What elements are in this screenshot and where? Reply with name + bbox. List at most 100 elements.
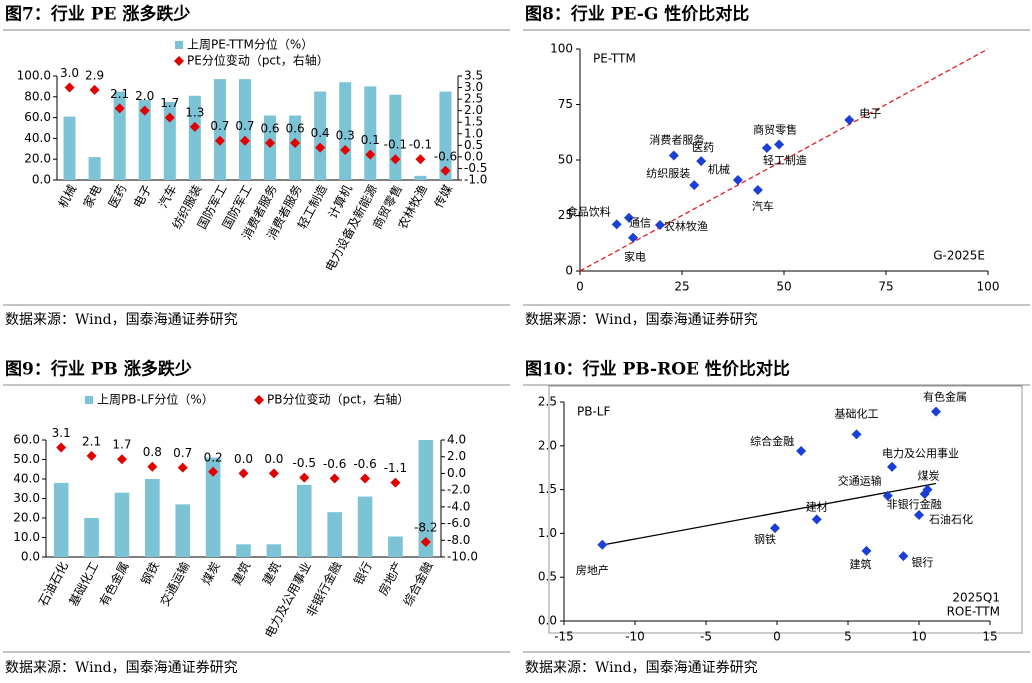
point xyxy=(931,406,942,417)
bar xyxy=(114,492,130,557)
y-tick-label: 25 xyxy=(558,208,573,222)
value-label: 0.4 xyxy=(311,126,330,140)
value-label: 2.1 xyxy=(110,87,129,101)
point-label: 基础化工 xyxy=(835,406,879,420)
point xyxy=(628,232,639,243)
diamond xyxy=(238,468,249,479)
point xyxy=(861,545,872,556)
legend-swatch xyxy=(175,41,183,49)
chart-title: 图8：行业 PE-G 性价比对比 xyxy=(525,4,749,25)
y-tick-label: 0.0 xyxy=(21,550,40,564)
x-tick-label: 传媒 xyxy=(431,182,456,210)
x-tick-label: 25 xyxy=(674,280,689,294)
x-tick-label: 基础化工 xyxy=(66,559,101,608)
bar xyxy=(439,91,452,180)
source: 数据来源：Wind，国泰海通证券研究 xyxy=(5,660,238,676)
y2-tick-label: 0.0 xyxy=(447,466,466,480)
y2-tick-label: 0.5 xyxy=(464,138,483,152)
bar xyxy=(84,518,99,557)
bar xyxy=(63,116,76,180)
x-tick-label: 10 xyxy=(911,630,926,644)
x-axis-label: ROE-TTM xyxy=(947,605,1000,619)
bar xyxy=(418,440,434,557)
x-tick-label: 房地产 xyxy=(375,559,405,598)
point-label: 通信 xyxy=(629,217,651,230)
bar xyxy=(213,79,226,180)
point xyxy=(851,429,862,440)
x-tick-label: 0 xyxy=(576,280,584,294)
value-label: -1.1 xyxy=(384,461,407,475)
chart-title: 图9：行业 PB 涨多跌少 xyxy=(5,359,192,380)
value-label: 1.7 xyxy=(112,438,131,452)
y-tick-label: 2.5 xyxy=(538,395,557,409)
point-label: 商贸零售 xyxy=(753,122,797,136)
x-tick-label: 50 xyxy=(776,280,791,294)
chart-title: 图10：行业 PB-ROE 性价比对比 xyxy=(525,359,790,380)
trend-line xyxy=(603,482,937,546)
diamond xyxy=(299,472,310,483)
bar xyxy=(327,512,342,557)
diamond xyxy=(208,466,219,477)
x-tick-label: 综合金融 xyxy=(400,559,436,608)
y-tick-label: 50 xyxy=(558,153,573,167)
y-tick-label: 30.0 xyxy=(13,491,40,505)
y2-tick-label: 3.5 xyxy=(464,69,483,83)
y2-tick-label: -2.0 xyxy=(447,483,470,497)
legend-swatch xyxy=(174,56,184,66)
point xyxy=(597,539,608,550)
x-tick-label: 100 xyxy=(977,280,1000,294)
y2-tick-label: -0.5 xyxy=(464,161,487,175)
point xyxy=(919,488,930,499)
value-label: 2.1 xyxy=(82,434,101,448)
bar xyxy=(88,157,101,180)
x-tick-label: 机械 xyxy=(55,182,80,210)
legend-label: PE分位变动（pct，右轴） xyxy=(187,53,329,68)
y-tick-label: 0 xyxy=(565,264,573,278)
bar xyxy=(414,175,427,180)
point xyxy=(732,174,743,185)
diamond xyxy=(415,154,426,165)
x-axis-label: G-2025E xyxy=(933,249,985,263)
point xyxy=(623,212,634,223)
point xyxy=(811,514,822,525)
point-label: 消费者服务 xyxy=(649,133,704,147)
y2-tick-label: 2.5 xyxy=(464,92,483,106)
value-label: 0.6 xyxy=(286,122,305,136)
chart-title: 图7：行业 PE 涨多跌少 xyxy=(5,4,190,25)
point-label: 轻工制造 xyxy=(763,153,807,167)
y2-tick-label: 1.5 xyxy=(464,115,483,129)
value-label: 3.1 xyxy=(52,426,71,440)
x-tick-label: 银行 xyxy=(351,559,375,587)
y2-tick-label: 2.0 xyxy=(464,103,483,117)
x-tick-label: -10 xyxy=(625,630,645,644)
value-label: 2.0 xyxy=(135,89,154,103)
x-tick-label: 5 xyxy=(844,630,852,644)
y-tick-label: 100 xyxy=(550,42,573,56)
bar xyxy=(357,496,373,557)
point xyxy=(752,184,763,195)
value-label: -0.5 xyxy=(293,456,316,470)
x-tick-label: 15 xyxy=(982,630,997,644)
point-label: 交通运输 xyxy=(838,474,882,488)
x-tick-label: 电子 xyxy=(131,182,155,210)
bar xyxy=(188,95,201,180)
value-label: 0.8 xyxy=(143,445,162,459)
value-label: 3.0 xyxy=(60,66,79,80)
point xyxy=(770,523,781,534)
value-label: -0.1 xyxy=(384,138,407,152)
value-label: -0.1 xyxy=(409,138,432,152)
y-tick-label: 20.0 xyxy=(24,152,51,166)
y2-tick-label: -8.0 xyxy=(447,533,470,547)
point-label: 电子 xyxy=(859,107,881,120)
bar xyxy=(364,86,377,180)
bar xyxy=(53,482,69,557)
value-label: 0.7 xyxy=(173,446,192,460)
x-tick-label: -15 xyxy=(554,630,574,644)
value-label: 0.0 xyxy=(234,452,253,466)
x-tick-label: 汽车 xyxy=(155,182,180,210)
plot-frame xyxy=(548,385,1023,634)
point-label: 综合金融 xyxy=(750,434,794,448)
value-label: 0.1 xyxy=(361,133,380,147)
x-tick-label: 0 xyxy=(773,630,781,644)
y-tick-label: 50.0 xyxy=(13,452,40,466)
